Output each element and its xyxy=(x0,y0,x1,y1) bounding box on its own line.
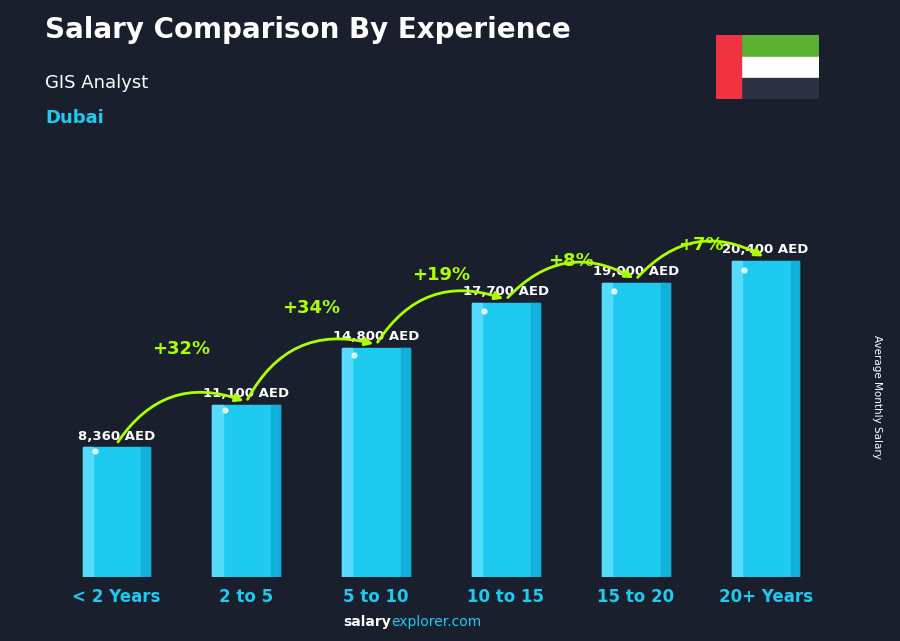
Text: +32%: +32% xyxy=(152,340,211,358)
Text: 8,360 AED: 8,360 AED xyxy=(77,429,155,443)
Bar xyxy=(716,78,819,99)
Bar xyxy=(83,447,93,577)
Bar xyxy=(141,447,150,577)
Text: GIS Analyst: GIS Analyst xyxy=(45,74,148,92)
Bar xyxy=(212,405,280,577)
Bar xyxy=(271,405,280,577)
Bar xyxy=(790,261,799,577)
Bar xyxy=(212,405,222,577)
Bar xyxy=(716,56,819,78)
Bar xyxy=(342,347,353,577)
Text: 11,100 AED: 11,100 AED xyxy=(203,387,289,400)
Text: explorer.com: explorer.com xyxy=(392,615,482,629)
Text: 19,000 AED: 19,000 AED xyxy=(592,265,679,278)
Bar xyxy=(602,283,670,577)
Text: +8%: +8% xyxy=(548,252,594,270)
Text: 20,400 AED: 20,400 AED xyxy=(723,243,809,256)
Text: +7%: +7% xyxy=(678,237,724,254)
Text: Salary Comparison By Experience: Salary Comparison By Experience xyxy=(45,16,571,44)
Text: 14,800 AED: 14,800 AED xyxy=(333,330,419,343)
Text: salary: salary xyxy=(344,615,392,629)
Text: Dubai: Dubai xyxy=(45,109,104,127)
Bar xyxy=(661,283,670,577)
Text: Average Monthly Salary: Average Monthly Salary xyxy=(872,335,883,460)
Text: +19%: +19% xyxy=(412,267,470,285)
Bar xyxy=(716,35,742,99)
Bar xyxy=(732,261,799,577)
Bar xyxy=(342,347,410,577)
Bar xyxy=(401,347,410,577)
Bar xyxy=(716,35,819,56)
Bar xyxy=(83,447,150,577)
Bar xyxy=(472,303,482,577)
Bar xyxy=(602,283,612,577)
Bar xyxy=(472,303,540,577)
Bar xyxy=(732,261,742,577)
Bar xyxy=(531,303,540,577)
Text: +34%: +34% xyxy=(282,299,340,317)
Text: 17,700 AED: 17,700 AED xyxy=(463,285,549,298)
